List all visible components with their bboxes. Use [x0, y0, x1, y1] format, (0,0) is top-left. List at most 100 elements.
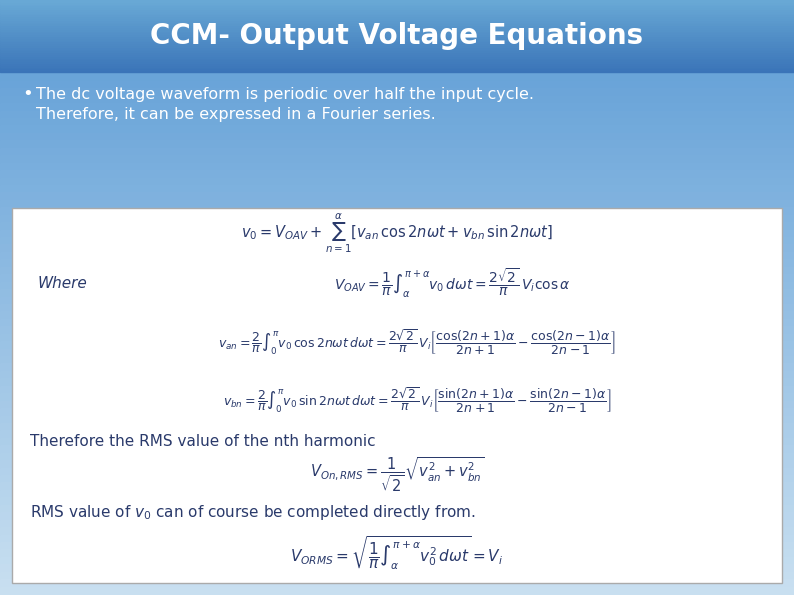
Bar — [0, 512, 794, 521]
Bar — [0, 400, 794, 409]
Bar — [0, 1, 794, 4]
Bar — [0, 460, 794, 469]
Bar — [0, 49, 794, 52]
Bar — [0, 572, 794, 580]
Bar — [0, 111, 794, 119]
Bar — [0, 65, 794, 68]
Bar — [0, 2, 794, 5]
Bar — [0, 453, 794, 461]
Bar — [0, 259, 794, 268]
Text: RMS value of $v_0$ can of course be completed directly from.: RMS value of $v_0$ can of course be comp… — [30, 503, 476, 522]
Bar — [0, 215, 794, 223]
Text: $V_{ORMS} = \sqrt{\dfrac{1}{\pi}\int_{\alpha}^{\pi+\alpha} v_0^2\,d\omega t} = V: $V_{ORMS} = \sqrt{\dfrac{1}{\pi}\int_{\a… — [291, 534, 503, 572]
Bar — [0, 356, 794, 364]
Bar — [0, 587, 794, 595]
Bar — [0, 44, 794, 47]
Bar — [0, 296, 794, 305]
Bar — [0, 40, 794, 43]
Bar — [0, 445, 794, 453]
Bar — [0, 148, 794, 156]
Bar — [0, 475, 794, 483]
Bar — [0, 96, 794, 104]
Bar — [0, 21, 794, 30]
Bar — [0, 468, 794, 476]
Bar — [0, 57, 794, 60]
Bar — [0, 118, 794, 126]
Text: Where: Where — [38, 275, 88, 290]
Bar — [0, 15, 794, 18]
Bar — [0, 19, 794, 21]
Bar — [0, 200, 794, 208]
Bar — [0, 557, 794, 565]
Bar — [0, 126, 794, 134]
Bar — [0, 192, 794, 201]
Text: $v_{an} = \dfrac{2}{\pi}\int_{0}^{\pi} v_0\,\cos2n\omega t\, d\omega t = \dfrac{: $v_{an} = \dfrac{2}{\pi}\int_{0}^{\pi} v… — [218, 327, 616, 357]
Bar — [0, 53, 794, 56]
Bar — [0, 103, 794, 112]
Bar — [0, 534, 794, 543]
Bar — [0, 35, 794, 38]
Bar — [0, 170, 794, 178]
Bar — [0, 378, 794, 387]
Bar — [0, 319, 794, 327]
Text: CCM- Output Voltage Equations: CCM- Output Voltage Equations — [150, 22, 644, 50]
Bar — [0, 207, 794, 215]
Bar — [0, 177, 794, 186]
Text: Therefore, it can be expressed in a Fourier series.: Therefore, it can be expressed in a Four… — [36, 107, 436, 121]
Bar — [0, 43, 794, 52]
Bar — [0, 438, 794, 446]
Bar — [0, 542, 794, 550]
Bar — [0, 423, 794, 431]
Bar — [0, 69, 794, 72]
Bar — [0, 408, 794, 416]
Text: Therefore the RMS value of the nth harmonic: Therefore the RMS value of the nth harmo… — [30, 434, 376, 449]
Bar — [0, 7, 794, 15]
Bar — [0, 33, 794, 36]
Bar — [0, 497, 794, 506]
Bar — [0, 24, 794, 27]
Bar — [0, 60, 794, 63]
Bar — [0, 6, 794, 9]
Bar — [0, 155, 794, 164]
Bar — [0, 32, 794, 34]
Bar — [0, 0, 794, 7]
Bar — [0, 14, 794, 22]
Bar — [0, 36, 794, 45]
Bar — [0, 252, 794, 261]
Bar — [0, 140, 794, 149]
Bar — [0, 39, 794, 42]
Bar — [0, 281, 794, 290]
Bar — [0, 64, 794, 67]
Text: The dc voltage waveform is periodic over half the input cycle.: The dc voltage waveform is periodic over… — [36, 86, 534, 102]
Bar — [0, 371, 794, 380]
Bar — [0, 55, 794, 58]
Bar — [0, 23, 794, 25]
Bar — [0, 4, 794, 7]
Text: •: • — [22, 85, 33, 103]
Bar — [0, 66, 794, 74]
Bar — [0, 10, 794, 12]
Bar — [0, 304, 794, 312]
Bar — [0, 162, 794, 171]
Bar — [0, 415, 794, 424]
Bar — [0, 21, 794, 23]
Bar — [0, 185, 794, 193]
Bar — [0, 505, 794, 513]
Bar — [0, 267, 794, 275]
Bar — [0, 14, 794, 16]
Bar — [0, 88, 794, 96]
Bar — [0, 17, 794, 20]
Bar — [0, 58, 794, 61]
Bar — [0, 527, 794, 536]
Bar — [0, 326, 794, 334]
Bar — [0, 62, 794, 65]
Bar — [0, 67, 794, 70]
Bar — [0, 11, 794, 14]
Bar — [0, 579, 794, 588]
Bar — [0, 334, 794, 342]
Bar — [0, 8, 794, 11]
Bar — [0, 364, 794, 372]
Text: $V_{OAV} = \dfrac{1}{\pi}\int_{\alpha}^{\pi+\alpha} v_0\, d\omega t = \dfrac{2\s: $V_{OAV} = \dfrac{1}{\pi}\int_{\alpha}^{… — [333, 266, 570, 300]
Bar — [0, 30, 794, 32]
Bar — [0, 48, 794, 51]
